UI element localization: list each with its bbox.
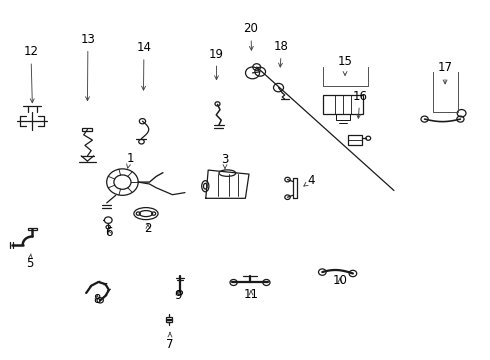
Bar: [348, 135, 362, 145]
Text: 4: 4: [304, 174, 315, 187]
Text: 15: 15: [338, 55, 352, 75]
Bar: [28, 228, 37, 230]
Text: 17: 17: [438, 61, 453, 84]
Text: 13: 13: [80, 33, 96, 100]
Text: 8: 8: [93, 293, 100, 306]
Bar: [166, 317, 172, 322]
Text: 1: 1: [126, 152, 134, 168]
Text: 3: 3: [221, 153, 229, 169]
Text: 16: 16: [352, 90, 368, 118]
Text: 5: 5: [26, 254, 34, 270]
Bar: [82, 127, 93, 131]
Bar: [322, 95, 363, 114]
Text: 7: 7: [166, 333, 174, 351]
Text: 9: 9: [174, 289, 182, 302]
Text: 19: 19: [209, 48, 224, 80]
Bar: [336, 114, 349, 120]
Text: 20: 20: [244, 22, 258, 50]
Text: 11: 11: [244, 288, 259, 301]
Text: 12: 12: [24, 45, 38, 103]
Text: 10: 10: [333, 274, 347, 287]
Text: 14: 14: [136, 41, 151, 90]
Text: 6: 6: [105, 226, 113, 239]
Text: 2: 2: [144, 222, 152, 235]
Text: 18: 18: [274, 40, 289, 67]
